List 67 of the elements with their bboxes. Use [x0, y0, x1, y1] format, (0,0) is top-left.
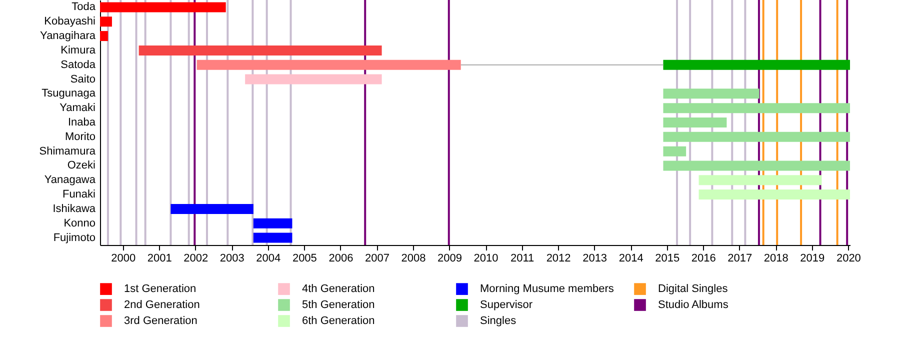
y-tick-label: Yanagawa [44, 174, 96, 186]
legend-label: 2nd Generation [124, 299, 200, 311]
legend-label: 5th Generation [302, 299, 375, 311]
x-tick-label: 2012 [546, 252, 571, 264]
bar [663, 132, 850, 142]
x-tick-label: 2002 [184, 252, 208, 264]
bar [663, 60, 850, 70]
x-tick-label: 2016 [691, 252, 716, 264]
bar [100, 31, 108, 42]
bar [253, 218, 292, 228]
legend-label: 4th Generation [302, 283, 375, 296]
x-tick-label: 2011 [510, 252, 534, 264]
bar [100, 2, 226, 12]
y-tick-label: Inaba [68, 116, 96, 128]
y-tick-label: Konno [64, 217, 96, 230]
x-tick-label: 2014 [618, 252, 644, 264]
legend-label: Studio Albums [658, 299, 729, 311]
x-tick-label: 2013 [582, 252, 608, 264]
y-tick-label: Toda [72, 1, 96, 14]
legend-label: Morning Musume members [480, 283, 614, 296]
y-tick-label: Ozeki [67, 160, 96, 172]
x-tick-label: 2017 [728, 252, 752, 264]
y-tick-label: Shimamura [39, 145, 96, 158]
bar [698, 175, 822, 186]
x-tick-label: 2008 [401, 252, 426, 264]
x-tick-label: 2004 [256, 252, 281, 264]
bar [253, 232, 292, 243]
y-tick-label: Satoda [60, 58, 96, 71]
bar [663, 88, 760, 99]
x-tick-label: 2010 [474, 252, 498, 264]
bar [196, 60, 461, 70]
x-tick-label: 2020 [836, 252, 861, 264]
x-tick-label: 2001 [147, 252, 172, 264]
bar [170, 204, 254, 214]
legend-label: Singles [480, 315, 517, 327]
x-tick-label: 2019 [800, 252, 825, 264]
bar [663, 146, 686, 156]
y-tick-label: Yamaki [60, 102, 96, 114]
y-tick-label: Morito [64, 130, 96, 143]
y-tick-label: Kimura [60, 44, 96, 56]
y-tick-label: Funaki [62, 188, 96, 201]
bar [663, 160, 850, 171]
y-tick-label: Yanagihara [40, 30, 96, 42]
x-tick-label: 2018 [764, 252, 788, 264]
bar [100, 16, 112, 27]
x-tick-label: 2015 [655, 252, 680, 264]
x-tick-label: 2000 [111, 252, 136, 264]
bar [138, 45, 382, 56]
x-tick-label: 2006 [328, 252, 354, 264]
x-tick-label: 2009 [438, 252, 462, 264]
bar [245, 74, 382, 84]
y-tick-label: Saito [70, 73, 96, 86]
bar [663, 103, 850, 114]
y-tick-label: Fujimoto [53, 232, 96, 244]
legend-label: Digital Singles [658, 283, 728, 296]
legend-label: 1st Generation [124, 283, 196, 296]
bar [698, 190, 850, 200]
y-tick-label: Kobayashi [44, 16, 96, 28]
legend-label: 3rd Generation [124, 315, 198, 327]
x-tick-label: 2007 [364, 252, 390, 264]
x-tick-label: 2003 [220, 252, 244, 264]
y-tick-label: Ishikawa [52, 202, 96, 215]
legend-label: Supervisor [480, 299, 533, 311]
y-tick-label: Tsugunaga [42, 88, 96, 100]
x-tick-label: 2005 [292, 252, 317, 264]
bar [663, 118, 727, 128]
legend-label: 6th Generation [302, 315, 375, 327]
